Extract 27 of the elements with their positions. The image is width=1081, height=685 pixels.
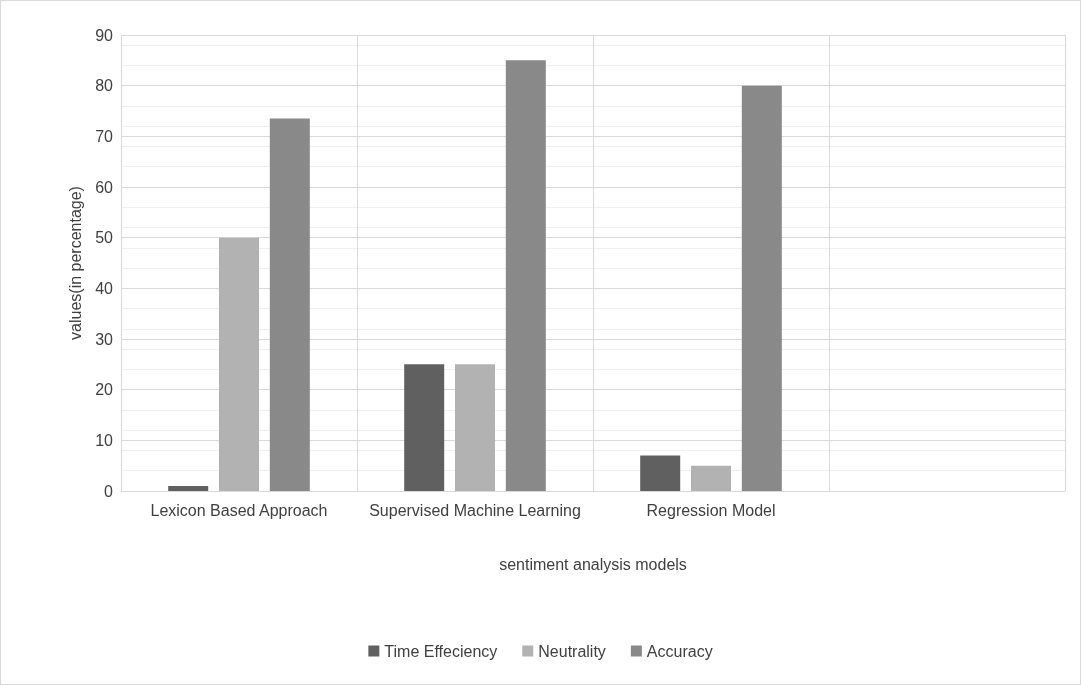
bar [168, 485, 209, 491]
y-tick-label: 60 [95, 178, 114, 196]
y-axis-title: values(in percentage) [66, 186, 84, 340]
y-tick-label: 20 [95, 381, 114, 399]
bar [505, 60, 546, 491]
x-axis-title: sentiment analysis models [499, 555, 687, 573]
x-tick-label: Supervised Machine Learning [369, 501, 581, 519]
legend-label: Time Effeciency [384, 642, 498, 660]
bar [741, 85, 782, 491]
bar [691, 465, 731, 491]
y-tick-label: 10 [95, 431, 114, 449]
y-tick-label: 40 [95, 279, 114, 297]
legend-label: Neutrality [538, 642, 606, 660]
y-tick-label: 30 [95, 330, 114, 348]
y-tick-label: 50 [95, 229, 114, 247]
bar [219, 237, 259, 491]
x-tick-label: Regression Model [646, 501, 776, 519]
bar [404, 364, 445, 491]
y-tick-label: 80 [95, 77, 114, 95]
bar [269, 118, 310, 491]
bar [640, 455, 681, 491]
legend-label: Accuracy [646, 642, 713, 660]
y-tick-label: 70 [95, 127, 114, 145]
y-tick-label: 0 [104, 482, 114, 500]
x-tick-label: Lexicon Based Approach [150, 501, 328, 519]
y-tick-label: 90 [95, 26, 114, 44]
bar [455, 364, 495, 491]
